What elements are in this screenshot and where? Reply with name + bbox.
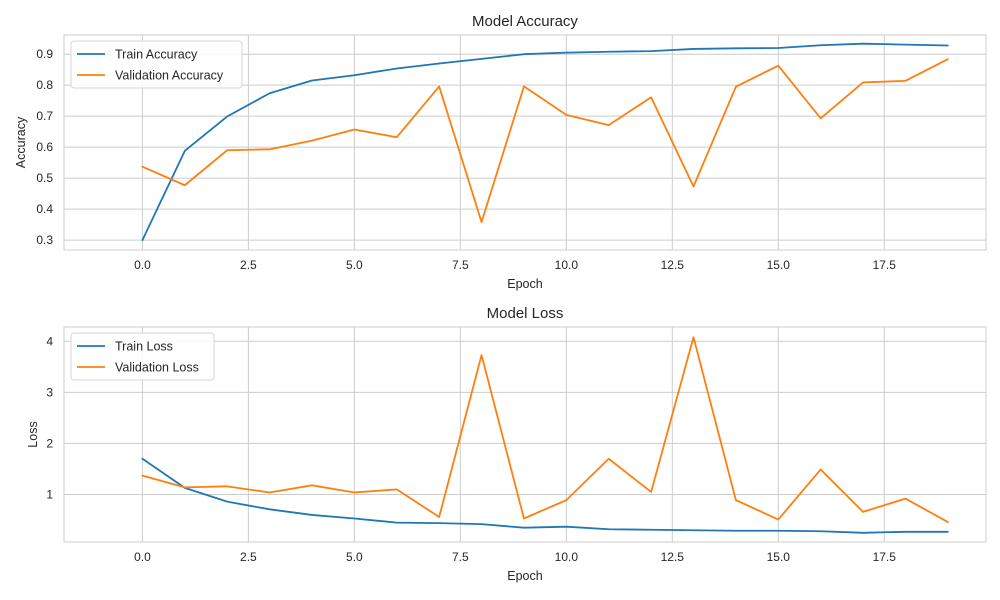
x-tick-label: 2.5 [240,550,257,564]
chart-panel-2: 0.0 2.5 5.0 7.5 10.0 12.5 15.0 17.5 1 2 3 4 Model Lo… [26,305,987,583]
y-axis-label: Loss [26,421,40,447]
x-tick-label: 5.0 [346,258,363,272]
plot-area [64,327,986,542]
series-line-1 [141,457,949,534]
x-tick-label: 7.5 [452,550,469,564]
x-tick-label: 17.5 [873,550,897,564]
x-axis-label: Epoch [507,277,542,291]
legend-box [70,40,243,89]
y-tick-label: 0.6 [36,140,53,154]
y-tick-label: 1 [46,488,53,502]
legend-entry: Validation Loss [115,361,199,375]
legend: Train Loss Validation Loss [70,332,215,381]
x-tick-label: 15.0 [767,258,791,272]
chart-title: Model Loss [487,305,564,322]
y-tick-label: 3 [46,385,53,399]
y-tick-label: 2 [46,436,53,450]
series-line-1 [141,42,949,241]
series-line-2 [141,58,949,224]
y-tick-label: 0.8 [36,78,53,92]
x-tick-label: 2.5 [240,258,257,272]
x-axis-label: Epoch [507,569,542,583]
legend-entry: Validation Accuracy [115,69,224,83]
legend: Train Accuracy Validation Accuracy [70,40,243,89]
legend-entry: Train Loss [115,340,173,354]
series-line-2 [141,336,949,523]
x-tick-label: 5.0 [346,550,363,564]
y-tick-label: 4 [46,334,53,348]
x-tick-label: 0.0 [134,550,151,564]
x-tick-label: 17.5 [873,258,897,272]
y-tick-label: 0.4 [36,202,53,216]
x-tick-label: 15.0 [767,550,791,564]
legend-entry: Train Accuracy [115,48,198,62]
x-tick-label: 7.5 [452,258,469,272]
y-tick-label: 0.3 [36,233,53,247]
y-axis-label: Accuracy [14,116,28,168]
y-tick-label: 0.5 [36,171,53,185]
x-tick-label: 0.0 [134,258,151,272]
y-tick-label: 0.7 [36,109,53,123]
legend-box [70,332,215,381]
chart-title: Model Accuracy [472,13,578,30]
plot-frame [63,34,987,251]
x-tick-label: 12.5 [661,550,685,564]
chart-panel-1: 0.0 2.5 5.0 7.5 10.0 12.5 15.0 17.5 0.3 0.4 0.5 0.6… [14,13,987,291]
x-tick-label: 12.5 [661,258,685,272]
y-tick-label: 0.9 [36,47,53,61]
x-tick-label: 10.0 [555,550,579,564]
plot-frame [63,326,987,543]
x-tick-label: 10.0 [555,258,579,272]
